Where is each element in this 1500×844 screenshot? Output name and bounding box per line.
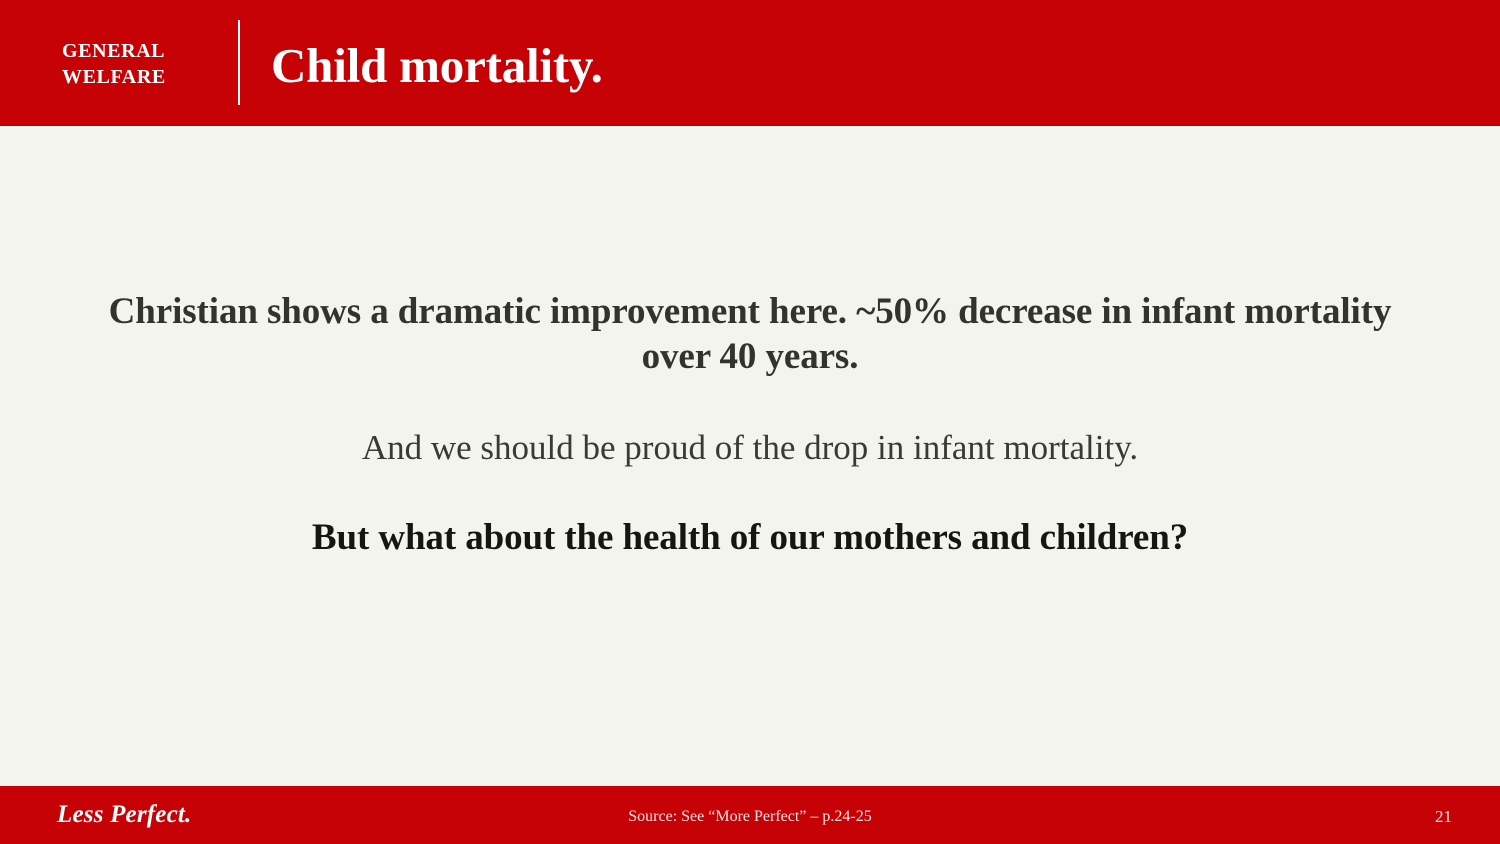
lead-statement: Christian shows a dramatic improvement h… <box>108 291 1392 377</box>
page-title: Child mortality. <box>271 38 603 93</box>
section-kicker-line-1: GENERAL <box>62 40 166 62</box>
footer-source-citation: Source: See “More Perfect” – p.24-25 <box>628 808 872 825</box>
footer-page-number: 21 <box>1435 807 1452 826</box>
slide-body: Christian shows a dramatic improvement h… <box>0 126 1500 786</box>
header-divider <box>238 20 240 105</box>
section-kicker: GENERAL WELFARE <box>62 38 227 90</box>
slide-footer: Less Perfect. Source: See “More Perfect”… <box>0 786 1500 844</box>
supporting-note: And we should be proud of the drop in in… <box>361 428 1139 467</box>
closing-question: But what about the health of our mothers… <box>311 517 1189 558</box>
footer-brand: Less Perfect. <box>57 801 192 828</box>
section-kicker-line-2: WELFARE <box>62 66 166 88</box>
slide-header: GENERAL WELFARE Child mortality. <box>0 0 1500 126</box>
